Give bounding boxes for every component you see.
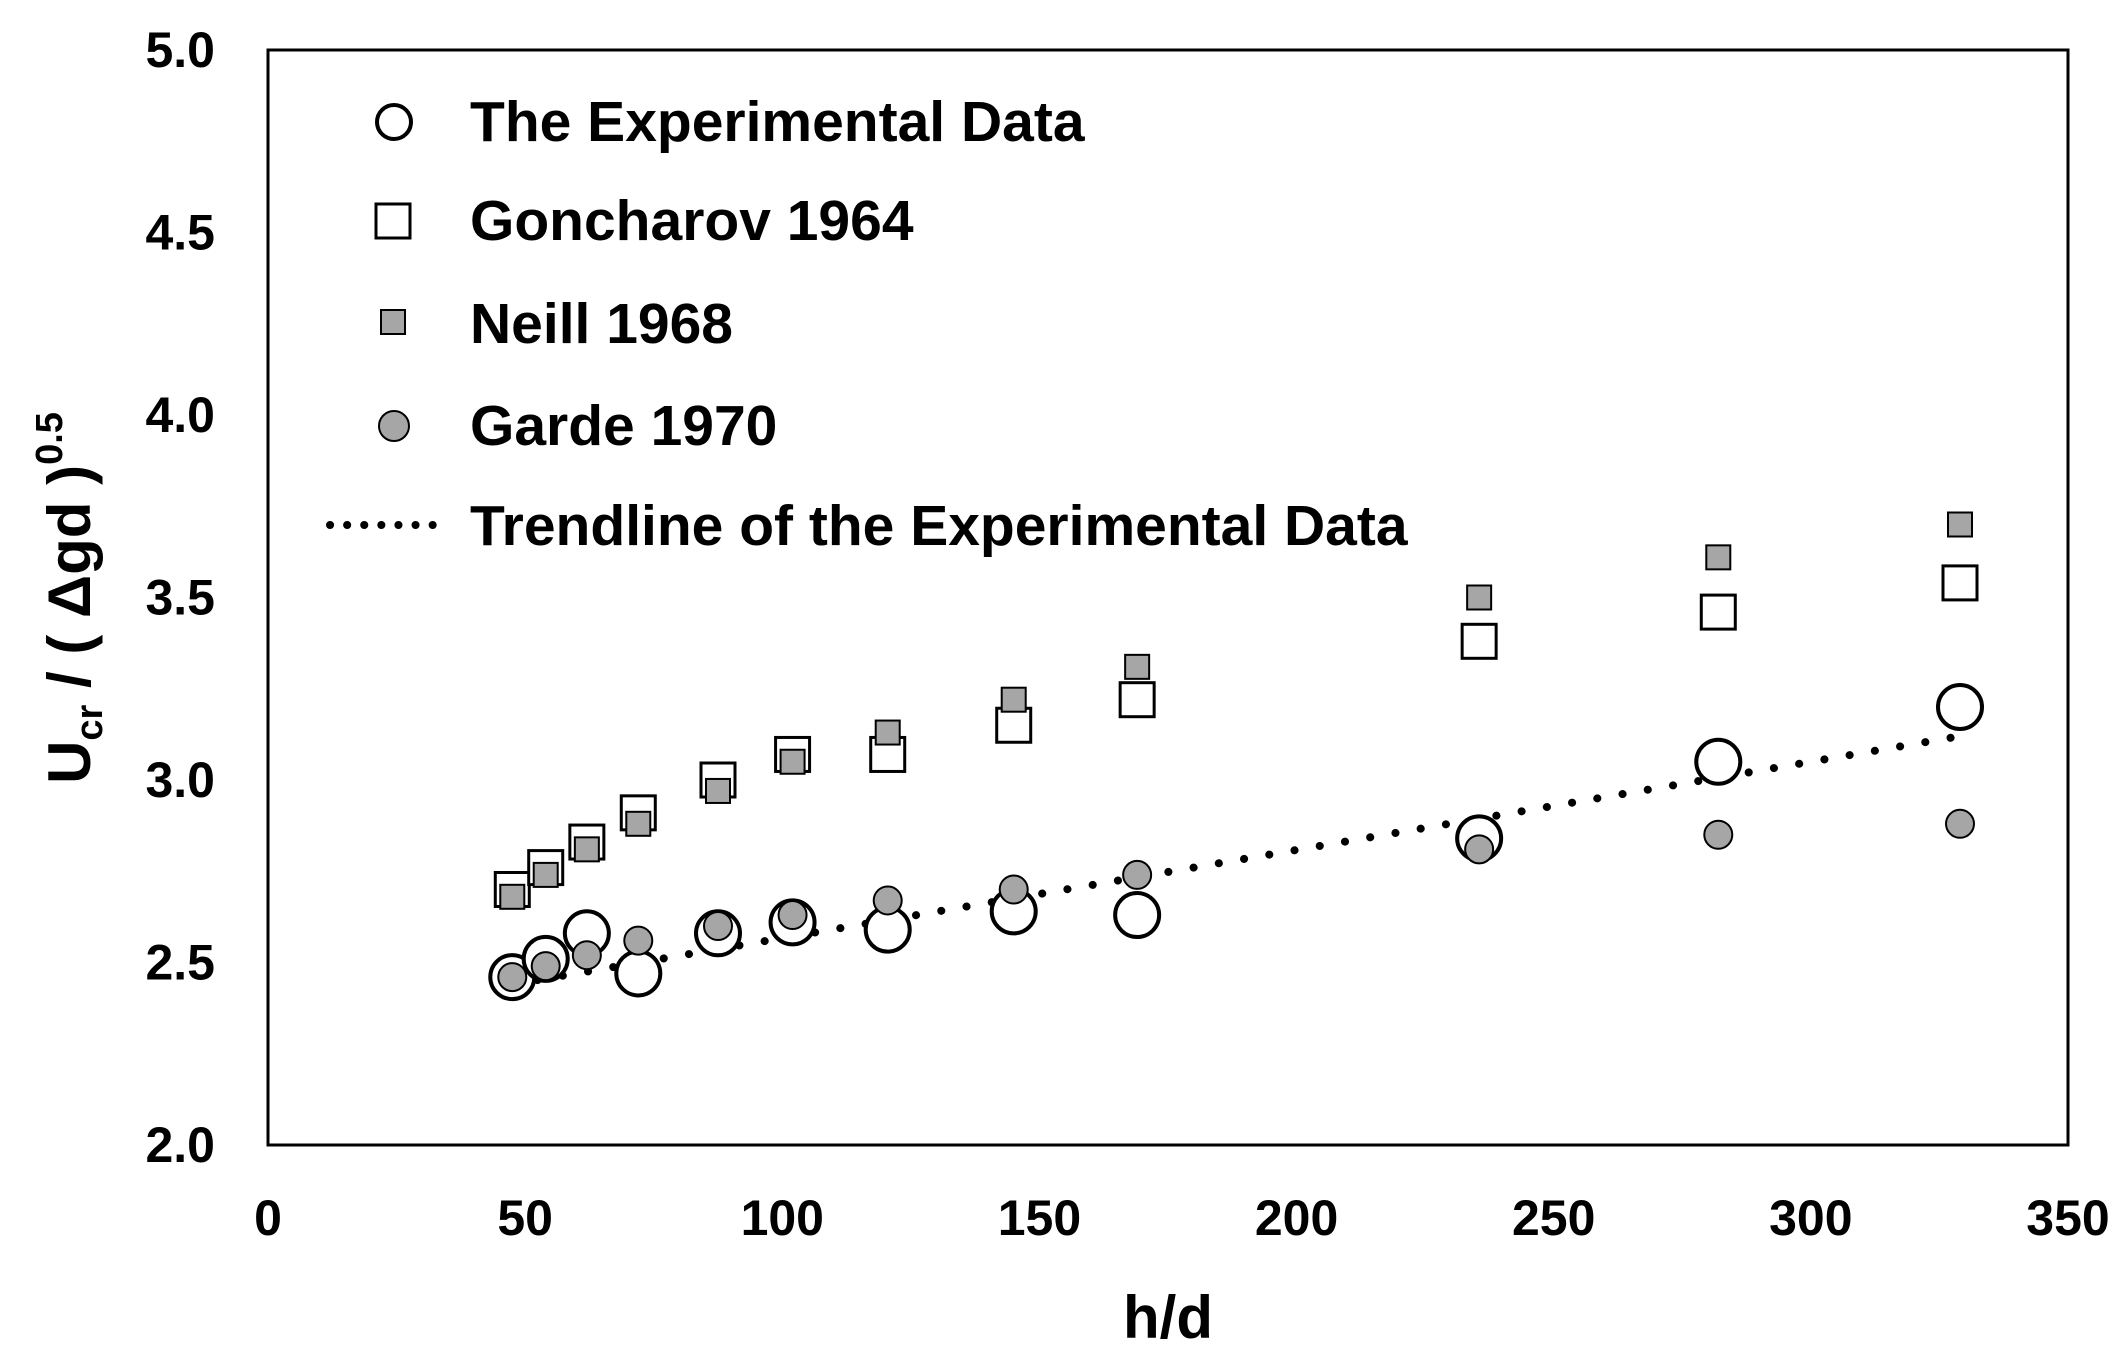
legend-label-goncharov: Goncharov 1964 bbox=[470, 189, 914, 253]
y-tick-label: 2.5 bbox=[145, 935, 215, 991]
garde-marker bbox=[530, 951, 561, 982]
x-tick-label: 250 bbox=[1512, 1190, 1595, 1246]
garde-marker bbox=[1703, 819, 1734, 850]
legend-circle-filled-icon bbox=[378, 410, 410, 442]
garde-marker bbox=[998, 874, 1029, 905]
legend: The Experimental Data Goncharov 1964 Nei… bbox=[326, 90, 1409, 558]
neill-marker bbox=[1466, 584, 1493, 611]
neill-marker bbox=[532, 861, 559, 888]
goncharov-marker bbox=[995, 706, 1033, 744]
garde-marker bbox=[1122, 859, 1153, 890]
marker-layer bbox=[488, 511, 1984, 1002]
experimental-marker bbox=[1694, 737, 1743, 786]
experimental-marker bbox=[1936, 683, 1984, 731]
neill-marker bbox=[874, 719, 901, 746]
x-tick-label: 50 bbox=[497, 1190, 553, 1246]
neill-marker bbox=[705, 777, 731, 804]
y-tick-label: 4.0 bbox=[145, 387, 215, 443]
x-tick-label: 0 bbox=[254, 1190, 282, 1246]
y-axis-title-sub: cr bbox=[69, 704, 111, 740]
legend-label-trendline: Trendline of the Experimental Data bbox=[470, 494, 1409, 558]
x-tick-label: 150 bbox=[998, 1190, 1081, 1246]
garde-marker bbox=[703, 911, 733, 941]
experimental-marker bbox=[1113, 891, 1162, 940]
experimental-marker bbox=[614, 949, 663, 998]
garde-marker bbox=[571, 940, 602, 971]
neill-marker bbox=[573, 836, 600, 863]
y-axis-title-main: U bbox=[36, 741, 103, 784]
legend-label-experimental: The Experimental Data bbox=[470, 90, 1086, 154]
neill-marker bbox=[1705, 544, 1732, 571]
legend-circle-open-icon bbox=[375, 103, 413, 141]
legend-square-filled-icon bbox=[380, 309, 406, 335]
garde-marker bbox=[872, 885, 903, 916]
neill-marker bbox=[1000, 686, 1027, 713]
y-axis-title-sup: 0.5 bbox=[29, 412, 71, 465]
garde-marker bbox=[1464, 834, 1495, 865]
neill-marker bbox=[779, 748, 806, 775]
neill-marker bbox=[1124, 653, 1151, 680]
goncharov-marker bbox=[1118, 681, 1156, 719]
goncharov-marker bbox=[1460, 622, 1498, 660]
garde-marker bbox=[497, 962, 528, 993]
x-axis-title: h/d bbox=[1123, 1284, 1213, 1351]
garde-marker bbox=[777, 900, 808, 931]
y-tick-label: 2.0 bbox=[145, 1117, 215, 1173]
x-tick-label: 350 bbox=[2026, 1190, 2109, 1246]
neill-marker bbox=[625, 810, 652, 837]
garde-marker bbox=[1945, 808, 1975, 839]
neill-marker bbox=[1947, 511, 1973, 538]
x-axis-ticks: 0 50 100 150 200 250 300 350 bbox=[254, 1190, 2110, 1246]
garde-marker bbox=[623, 925, 654, 956]
y-tick-label: 3.5 bbox=[145, 570, 215, 626]
y-axis-ticks: 2.0 2.5 3.0 3.5 4.0 4.5 5.0 bbox=[145, 22, 215, 1173]
x-tick-label: 300 bbox=[1769, 1190, 1852, 1246]
x-tick-label: 200 bbox=[1255, 1190, 1338, 1246]
y-tick-label: 4.5 bbox=[145, 205, 215, 261]
legend-label-garde: Garde 1970 bbox=[470, 394, 777, 458]
y-axis-title: Ucr / ( Δgd )0.5 bbox=[29, 412, 111, 784]
neill-marker bbox=[499, 883, 526, 910]
legend-label-neill: Neill 1968 bbox=[470, 292, 733, 356]
goncharov-marker bbox=[1941, 564, 1979, 602]
goncharov-marker bbox=[1699, 593, 1737, 631]
x-tick-label: 100 bbox=[741, 1190, 824, 1246]
legend-square-open-icon bbox=[374, 202, 412, 240]
y-tick-label: 3.0 bbox=[145, 752, 215, 808]
y-tick-label: 5.0 bbox=[145, 22, 215, 78]
y-axis-title-mid: / ( Δgd ) bbox=[36, 465, 103, 705]
